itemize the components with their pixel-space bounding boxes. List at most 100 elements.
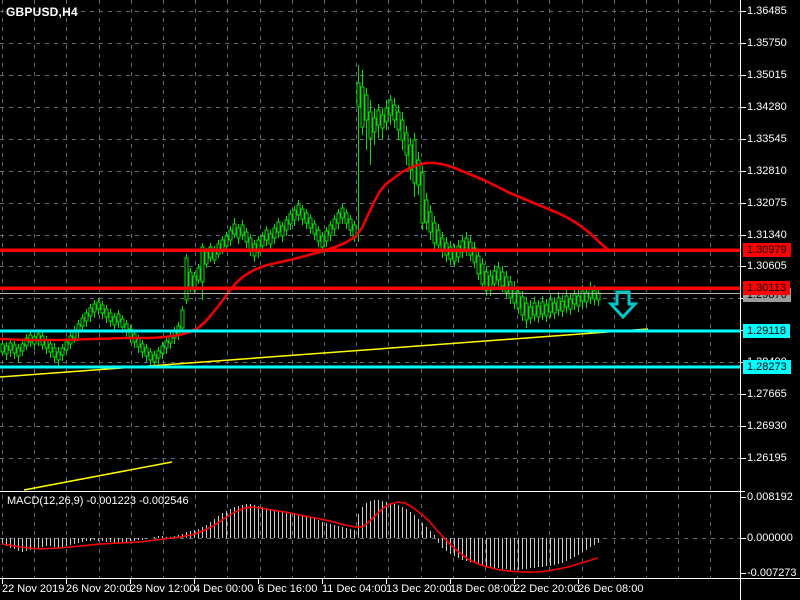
candle bbox=[96, 301, 101, 310]
candle bbox=[544, 304, 549, 317]
candle bbox=[576, 295, 581, 307]
candle bbox=[208, 246, 213, 259]
candle bbox=[104, 308, 109, 318]
candle bbox=[276, 221, 281, 233]
candle bbox=[292, 209, 297, 221]
candle bbox=[0, 343, 5, 353]
candle bbox=[308, 217, 313, 229]
candle bbox=[160, 345, 165, 354]
candle bbox=[428, 211, 433, 233]
candle bbox=[420, 172, 425, 224]
trendline-short-segment[interactable] bbox=[23, 461, 173, 491]
candle bbox=[324, 230, 329, 242]
candle bbox=[92, 303, 97, 313]
candle bbox=[396, 111, 401, 131]
ma-line[interactable] bbox=[0, 161, 612, 342]
candle bbox=[360, 86, 365, 128]
candle bbox=[296, 204, 301, 216]
candle bbox=[100, 304, 105, 314]
candle bbox=[16, 347, 21, 357]
candle bbox=[552, 302, 557, 314]
candle bbox=[364, 94, 369, 121]
candle bbox=[340, 207, 345, 219]
candle bbox=[264, 229, 269, 241]
candle bbox=[88, 307, 93, 317]
candle bbox=[60, 347, 65, 356]
candle bbox=[548, 299, 553, 313]
candle bbox=[192, 275, 197, 291]
candle bbox=[448, 246, 453, 260]
candle bbox=[572, 293, 577, 305]
candle bbox=[404, 132, 409, 156]
candle bbox=[436, 229, 441, 246]
candle bbox=[388, 99, 393, 116]
candle bbox=[4, 345, 9, 355]
candle bbox=[144, 347, 149, 357]
candle bbox=[196, 267, 201, 281]
candle bbox=[528, 306, 533, 319]
candle bbox=[540, 301, 545, 315]
candle bbox=[532, 302, 537, 316]
candle bbox=[120, 318, 125, 328]
candle bbox=[504, 276, 509, 293]
candle bbox=[24, 337, 29, 347]
candle bbox=[12, 344, 17, 354]
candle bbox=[112, 316, 117, 326]
candle bbox=[204, 251, 209, 265]
candle bbox=[412, 139, 417, 184]
candle bbox=[332, 218, 337, 230]
candle bbox=[52, 347, 57, 358]
candle bbox=[480, 263, 485, 285]
candle bbox=[372, 117, 377, 133]
candle bbox=[376, 109, 381, 126]
candle bbox=[156, 350, 161, 359]
down-arrow-icon[interactable] bbox=[607, 290, 639, 320]
candle bbox=[136, 338, 141, 348]
candle bbox=[492, 270, 497, 285]
candle bbox=[592, 290, 597, 300]
candle bbox=[236, 227, 241, 239]
candle bbox=[300, 208, 305, 220]
trendline-long-uptrend[interactable] bbox=[0, 328, 649, 378]
candle bbox=[524, 302, 529, 321]
candle bbox=[368, 111, 373, 139]
candle bbox=[148, 351, 153, 361]
candle bbox=[164, 340, 169, 349]
candle bbox=[472, 247, 477, 263]
candle bbox=[484, 271, 489, 291]
candle bbox=[84, 312, 89, 322]
candle bbox=[560, 300, 565, 312]
candle bbox=[228, 229, 233, 241]
candle bbox=[244, 231, 249, 243]
candle bbox=[380, 114, 385, 129]
candle bbox=[200, 246, 205, 283]
candle bbox=[284, 219, 289, 231]
candle bbox=[424, 199, 429, 223]
macd-histogram bbox=[2, 500, 599, 570]
candle bbox=[116, 313, 121, 323]
candles bbox=[0, 65, 601, 368]
candle bbox=[416, 159, 421, 186]
candle bbox=[260, 235, 265, 247]
candle bbox=[268, 233, 273, 245]
candle bbox=[564, 295, 569, 308]
candle bbox=[516, 291, 521, 309]
candle bbox=[536, 305, 541, 318]
candle bbox=[596, 292, 601, 301]
candle bbox=[508, 281, 513, 299]
candle bbox=[20, 343, 25, 352]
candle bbox=[28, 334, 33, 343]
candle bbox=[348, 218, 353, 231]
candle bbox=[256, 239, 261, 253]
candle bbox=[392, 104, 397, 121]
candle bbox=[56, 351, 61, 361]
candle bbox=[356, 82, 361, 108]
candle bbox=[152, 354, 157, 363]
candle bbox=[304, 212, 309, 224]
macd-signal-line bbox=[1, 501, 599, 573]
candle bbox=[584, 292, 589, 303]
candle bbox=[140, 343, 145, 353]
candle bbox=[384, 107, 389, 123]
